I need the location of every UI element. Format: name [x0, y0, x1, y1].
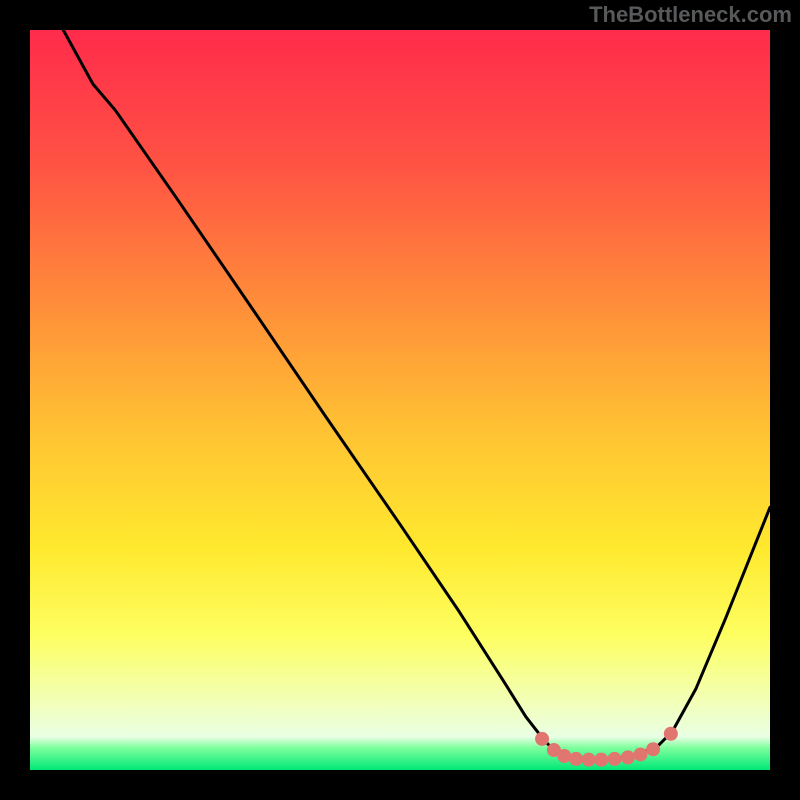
optimum-marker — [634, 747, 648, 761]
gradient-background — [30, 30, 770, 770]
optimum-marker — [557, 749, 571, 763]
optimum-marker — [646, 742, 660, 756]
optimum-marker — [664, 727, 678, 741]
optimum-marker — [608, 752, 622, 766]
chart-frame: TheBottleneck.com — [0, 0, 800, 800]
watermark-text: TheBottleneck.com — [589, 2, 792, 28]
optimum-marker — [582, 753, 596, 767]
optimum-marker — [569, 752, 583, 766]
chart-svg — [30, 30, 770, 770]
optimum-marker — [621, 750, 635, 764]
plot-area — [30, 30, 770, 770]
optimum-marker — [594, 753, 608, 767]
optimum-marker — [535, 732, 549, 746]
